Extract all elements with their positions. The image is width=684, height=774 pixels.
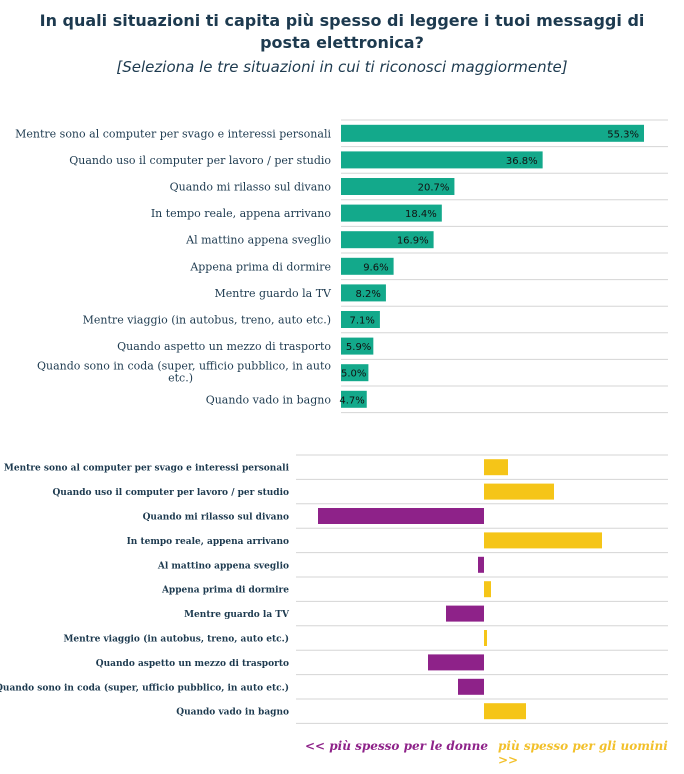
chart-title-block: In quali situazioni ti capita più spesso… [20, 10, 664, 78]
bar-women [318, 508, 484, 524]
category-label: Quando mi rilasso sul divano [143, 513, 289, 523]
bar-women [458, 678, 484, 695]
value-label: 9.6% [363, 262, 388, 273]
value-label: 18.4% [405, 209, 437, 220]
category-label: Quando sono in coda (super, ufficio pubb… [37, 360, 331, 385]
category-label: Mentre viaggio (in autobus, treno, auto … [83, 314, 331, 327]
chart-subtitle: [Seleziona le tre situazioni in cui ti r… [116, 58, 568, 76]
category-label: Mentre guardo la TV [184, 610, 290, 620]
category-label: Al mattino appena sveglio [185, 234, 331, 247]
category-label: Quando aspetto un mezzo di trasporto [117, 340, 331, 353]
bar-men [484, 483, 554, 500]
value-label: 8.2% [356, 289, 381, 300]
category-label: Quando aspetto un mezzo di trasporto [96, 659, 289, 669]
bar-men [484, 630, 487, 646]
value-label: 4.7% [339, 395, 364, 406]
category-label: In tempo reale, appena arrivano [151, 207, 332, 220]
value-label: 55.3% [607, 129, 639, 140]
value-label: 16.9% [397, 236, 429, 247]
category-label: Quando vado in bagno [176, 708, 289, 718]
bar [341, 337, 374, 355]
bar-women [446, 605, 484, 622]
bar [341, 178, 455, 195]
category-label: Quando mi rilasso sul divano [170, 181, 332, 194]
category-label: Mentre guardo la TV [215, 287, 333, 300]
category-label: Quando vado in bagno [206, 393, 332, 406]
value-label: 20.7% [418, 183, 450, 194]
bar [341, 257, 394, 275]
bar [341, 124, 644, 142]
bar [341, 364, 369, 382]
value-label: 7.1% [349, 316, 374, 327]
category-label: Quando uso il computer per lavoro / per … [69, 154, 331, 167]
bar-men [484, 581, 491, 598]
chart-title: In quali situazioni ti capita più spesso… [39, 11, 645, 52]
category-label: Mentre viaggio (in autobus, treno, auto … [63, 634, 289, 645]
category-label: Mentre sono al computer per svago e inte… [4, 464, 290, 474]
category-label: Appena prima di dormire [161, 586, 289, 596]
value-label: 5.0% [341, 369, 366, 380]
bar [341, 151, 543, 169]
category-label: Mentre sono al computer per svago e inte… [15, 127, 331, 140]
category-label: Quando sono in coda (super, ufficio pubb… [0, 682, 289, 693]
bar-men [484, 703, 526, 720]
bar [341, 284, 386, 302]
category-label: In tempo reale, appena arrivano [127, 537, 289, 547]
bar [341, 204, 442, 222]
category-label: Al mattino appena sveglio [157, 561, 289, 571]
bar [341, 390, 367, 408]
bar-men [484, 459, 508, 476]
legend-women: << più spesso per le donne [305, 739, 488, 753]
legend-men: più spesso per gli uomini >> [498, 739, 668, 767]
category-label: Quando uso il computer per lavoro / per … [52, 488, 289, 498]
value-label: 36.8% [506, 156, 538, 167]
bar-men [484, 532, 602, 549]
bar [341, 231, 434, 249]
bar [341, 311, 380, 328]
category-label: Appena prima di dormire [189, 260, 331, 273]
value-label: 5.9% [346, 342, 371, 353]
bar-women [478, 556, 484, 573]
bar-women [428, 654, 484, 671]
